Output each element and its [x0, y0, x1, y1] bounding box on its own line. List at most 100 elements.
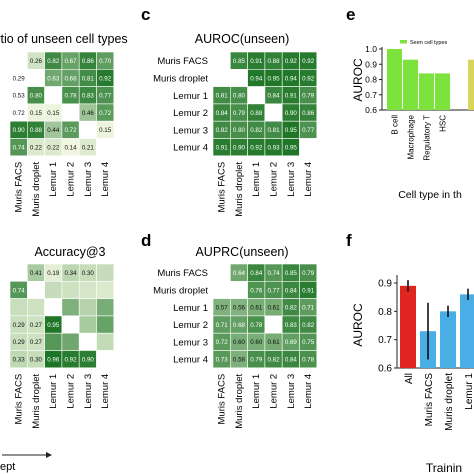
heatmap-title: Accuracy@3	[34, 245, 105, 259]
heatmap-col-label: Lemur 2	[66, 162, 77, 197]
heatmap-title: rtio of unseen cell types	[0, 32, 128, 46]
heatmap-cell	[230, 280, 248, 299]
bar	[440, 311, 456, 368]
heatmap-col-label: Lemur 2	[269, 162, 280, 197]
x-axis-label: Trainin	[426, 461, 462, 474]
cell-value-label: 0.75	[302, 339, 315, 346]
heatmap-col-label: Lemur 4	[303, 162, 314, 197]
legend-swatch	[400, 40, 407, 44]
heatmap-col-label: Muris droplet	[234, 373, 245, 428]
heatmap-row-label: Lemur 4	[173, 355, 208, 366]
heatmap-cell	[78, 298, 97, 317]
cell-value-label: 0.94	[250, 75, 263, 82]
heatmap-row-label: Muris FACS	[157, 56, 208, 67]
heatmap-cell	[9, 51, 28, 70]
heatmap-row-label: Lemur 2	[173, 320, 208, 331]
cell-value-label: 0.81	[216, 93, 229, 100]
cell-value-label: 0.92	[302, 58, 315, 65]
heatmap-cell	[230, 69, 248, 87]
heatmap-cell	[96, 298, 115, 317]
panel-letter-e: e	[346, 5, 355, 24]
cell-value-label: 0.61	[250, 305, 263, 312]
heatmap-title: AUROC(unseen)	[195, 32, 289, 46]
cell-value-label: 0.84	[250, 270, 263, 277]
heatmap-row-label: Muris FACS	[157, 268, 208, 279]
cell-value-label: 0.79	[250, 356, 263, 363]
cell-value-label: 0.92	[285, 58, 298, 65]
heatmap-cell	[299, 350, 318, 369]
heatmap-cell	[96, 280, 115, 299]
y-tick-label: 0.9	[365, 59, 377, 69]
bottom-arrow-head	[46, 452, 52, 458]
cell-value-label: 0.90	[82, 356, 95, 363]
cell-value-label: 0.90	[285, 110, 298, 117]
heatmap-accuracy-at-3: Accuracy@3 0.41 0.19 0.34 0.30 0.74 0.29 0.27 0.…	[9, 245, 115, 429]
heatmap-col-label: Lemur 1	[251, 162, 262, 197]
cell-value-label: 0.84	[285, 356, 298, 363]
cell-value-label: 0.44	[47, 127, 60, 134]
heatmap-cell	[26, 69, 45, 87]
panel-letter-f: f	[346, 231, 352, 250]
cell-value-label: 0.90	[233, 144, 246, 151]
heatmap-col-label: Muris droplet	[234, 161, 245, 216]
cell-value-label: 0.85	[285, 270, 298, 277]
cell-value-label: 0.76	[250, 287, 263, 294]
cell-value-label: 0.80	[30, 93, 43, 100]
cell-value-label: 0.72	[99, 110, 112, 117]
heatmap-col-label: Lemur 2	[66, 374, 77, 409]
heatmap-cell	[264, 315, 283, 334]
cell-value-label: 0.79	[233, 110, 246, 117]
cell-value-label: 0.82	[47, 58, 60, 65]
heatmap-cell	[61, 332, 80, 351]
cell-value-label: 0.30	[30, 356, 43, 363]
cell-value-label: 0.92	[302, 75, 315, 82]
cell-value-label: 0.88	[250, 110, 263, 117]
x-tick-label: Macrophage	[407, 114, 416, 159]
cell-value-label: 0.92	[250, 144, 263, 151]
bar	[460, 294, 474, 368]
cell-value-label: 0.82	[285, 305, 298, 312]
cell-value-label: 0.68	[233, 322, 246, 329]
heatmap-cell	[78, 280, 97, 299]
cell-value-label: 0.72	[13, 110, 26, 117]
cell-value-label: 0.92	[65, 356, 78, 363]
cell-value-label: 0.22	[30, 144, 43, 151]
panel-letter-d: d	[141, 231, 151, 250]
heatmap-col-label: Lemur 4	[100, 374, 111, 409]
heatmap-cell	[247, 86, 266, 105]
y-tick-label: 0.9	[378, 279, 392, 290]
heatmap-row-label: Lemur 3	[173, 125, 208, 136]
heatmap-cell	[44, 86, 63, 105]
cell-value-label: 0.61	[268, 305, 281, 312]
heatmap-row-label: Lemur 1	[173, 91, 208, 102]
cell-value-label: 0.88	[268, 58, 281, 65]
bottom-arrow-label: ept	[0, 461, 15, 473]
y-tick-label: 0.8	[378, 307, 392, 318]
heatmap-row-label: Lemur 2	[173, 108, 208, 119]
cell-value-label: 0.78	[302, 356, 315, 363]
heatmap-col-label: Lemur 4	[303, 374, 314, 409]
cell-value-label: 0.72	[65, 127, 78, 134]
cell-value-label: 0.53	[13, 93, 26, 100]
heatmap-col-label: Muris droplet	[31, 373, 42, 428]
heatmap-cell	[96, 332, 115, 351]
cell-value-label: 0.14	[65, 144, 78, 151]
legend-label: Seen cell types	[410, 40, 448, 46]
cell-value-label: 0.73	[216, 356, 229, 363]
cell-value-label: 0.86	[302, 110, 315, 117]
cell-value-label: 0.61	[268, 339, 281, 346]
cell-value-label: 0.71	[216, 322, 229, 329]
cell-value-label: 0.71	[302, 305, 315, 312]
cell-value-label: 0.70	[99, 58, 112, 65]
heatmap-col-label: Lemur 3	[286, 374, 297, 409]
x-tick-label: Lemur 1	[464, 373, 474, 410]
bar	[419, 73, 434, 110]
cell-value-label: 0.27	[30, 322, 43, 329]
heatmap-cell	[9, 263, 28, 282]
y-tick-label: 0.7	[378, 335, 392, 346]
y-axis-label: AUROC	[351, 303, 365, 347]
cell-value-label: 0.95	[268, 75, 281, 82]
heatmap-col-label: Muris FACS	[14, 374, 25, 425]
